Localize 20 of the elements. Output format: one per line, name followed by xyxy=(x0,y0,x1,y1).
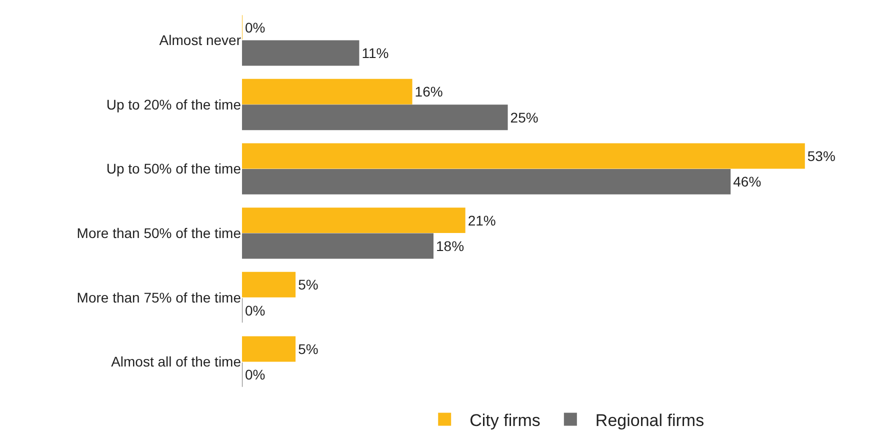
y-tick-label: More than 50% of the time xyxy=(76,225,242,242)
legend-label: Regional firms xyxy=(595,410,704,430)
y-tick-label: Up to 20% of the time xyxy=(106,96,242,112)
data-label: 0% xyxy=(245,366,266,383)
y-tick-label: Almost never xyxy=(159,32,242,48)
data-label: 11% xyxy=(362,45,389,62)
data-label: 0% xyxy=(245,302,266,318)
y-tick-label: Up to 50% of the time xyxy=(106,160,242,177)
data-label: 5% xyxy=(298,340,318,357)
data-label: 46% xyxy=(733,174,762,190)
data-label: 18% xyxy=(436,238,464,254)
data-label: 16% xyxy=(414,84,443,100)
y-tick-label: Almost all of the time xyxy=(111,354,242,370)
data-label: 21% xyxy=(468,212,496,228)
data-label: 0% xyxy=(245,19,266,36)
data-label: 5% xyxy=(298,276,318,293)
y-tick-label: More than 75% of the time xyxy=(76,289,242,306)
data-label: 25% xyxy=(510,109,538,126)
legend-label: City firms xyxy=(470,410,540,430)
data-label: 53% xyxy=(807,148,836,164)
